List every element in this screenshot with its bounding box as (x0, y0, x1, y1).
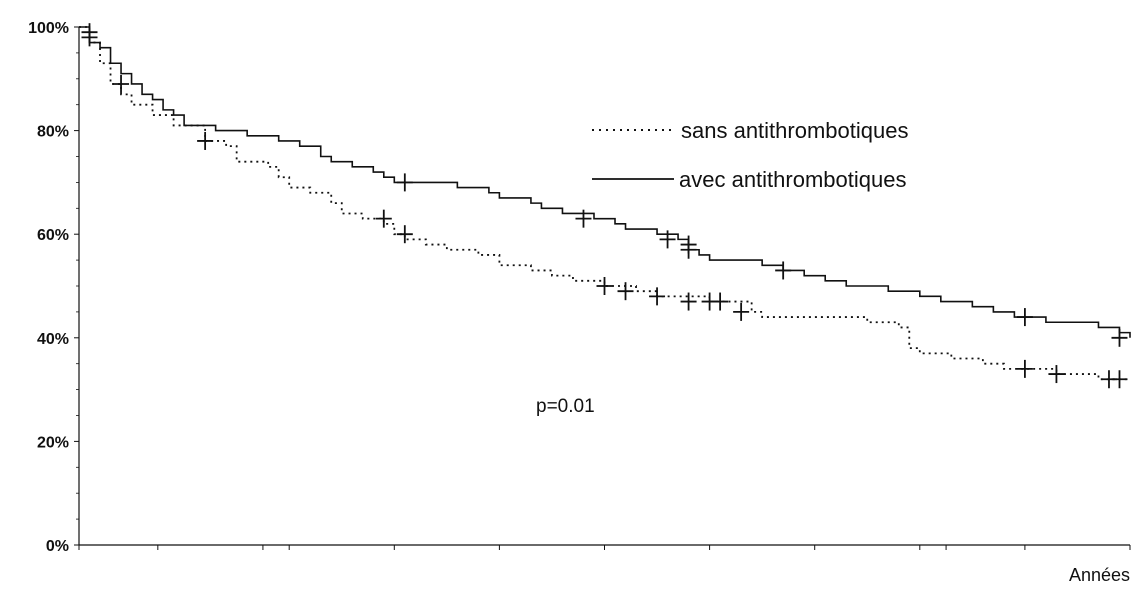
series-line-0 (79, 26, 1130, 381)
axes: 0% 20% 40% 60% 80% 100% (28, 20, 1131, 555)
x-axis-label: Années (1069, 565, 1130, 585)
legend-label-avec: avec antithrombotiques (679, 167, 906, 192)
y-tick-label: 60% (37, 227, 69, 244)
y-tick-label: 80% (37, 124, 69, 141)
p-value-annotation: p=0.01 (536, 396, 595, 417)
legend-label-sans: sans antithrombotiques (681, 118, 908, 143)
legend: sans antithrombotiques avec antithrombot… (592, 118, 908, 192)
series-layer (79, 23, 1131, 389)
y-tick-label: 20% (37, 434, 69, 451)
y-tick-label: 40% (37, 331, 69, 348)
series-line-1 (79, 26, 1131, 338)
y-tick-label: 100% (28, 20, 69, 37)
y-tick-label: 0% (46, 538, 69, 555)
